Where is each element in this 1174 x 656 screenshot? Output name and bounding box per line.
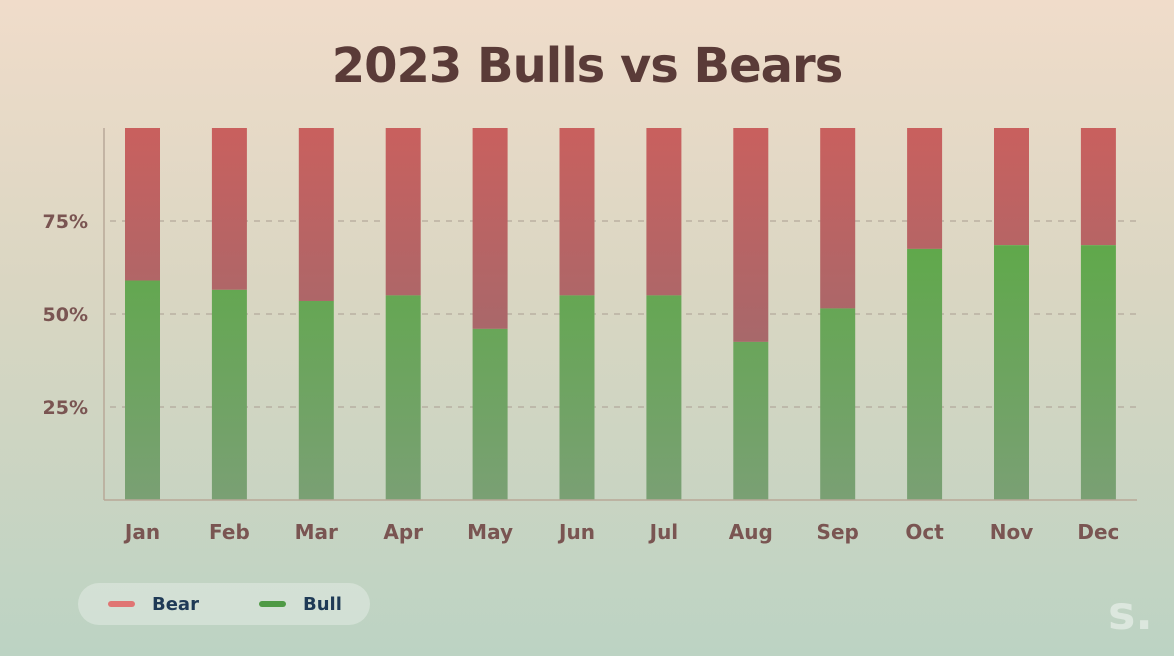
- bar-bear-dec[interactable]: [1080, 128, 1116, 246]
- brand-logo: s.: [1108, 586, 1153, 640]
- bars: [125, 128, 1116, 500]
- bar-bear-jun[interactable]: [559, 128, 595, 296]
- x-tick-label: May: [467, 520, 513, 544]
- x-tick-label: Oct: [905, 520, 944, 544]
- bar-bear-feb[interactable]: [211, 128, 247, 290]
- bar-bull-sep[interactable]: [820, 308, 856, 500]
- bar-bear-mar[interactable]: [298, 128, 334, 301]
- bar-bull-nov[interactable]: [994, 245, 1029, 500]
- bar-bear-apr[interactable]: [385, 128, 421, 296]
- legend: Bear Bull: [78, 583, 370, 625]
- x-tick-label: Jul: [648, 520, 679, 544]
- y-tick-label: 25%: [43, 397, 88, 419]
- bar-bear-sep[interactable]: [820, 128, 856, 309]
- legend-item-bull[interactable]: Bull: [259, 583, 342, 625]
- x-tick-label: Dec: [1077, 520, 1119, 544]
- x-tick-label: Mar: [295, 520, 338, 544]
- bar-bull-mar[interactable]: [298, 300, 334, 500]
- bar-bear-nov[interactable]: [994, 128, 1029, 246]
- x-tick-label: Nov: [990, 520, 1034, 544]
- x-tick-label: Jun: [557, 520, 595, 544]
- bar-bull-dec[interactable]: [1080, 245, 1116, 500]
- legend-swatch-bear: [108, 601, 135, 607]
- x-tick-label: Apr: [383, 520, 423, 544]
- legend-item-bear[interactable]: Bear: [108, 583, 199, 625]
- bar-bull-apr[interactable]: [385, 295, 421, 500]
- bar-bull-aug[interactable]: [733, 341, 769, 500]
- bar-bear-oct[interactable]: [907, 128, 943, 249]
- bar-bear-jan[interactable]: [125, 128, 160, 281]
- y-tick-labels: 25% 50% 75%: [43, 211, 88, 419]
- legend-label-bull: Bull: [303, 593, 342, 615]
- x-tick-label: Feb: [209, 520, 250, 544]
- gridlines: [110, 220, 1137, 408]
- bar-bear-jul[interactable]: [646, 128, 682, 296]
- x-tick-label: Sep: [817, 520, 859, 544]
- legend-label-bear: Bear: [152, 593, 199, 615]
- bar-bear-may[interactable]: [472, 128, 508, 329]
- chart-title: 2023 Bulls vs Bears: [331, 38, 844, 94]
- bar-bear-aug[interactable]: [733, 128, 769, 342]
- legend-swatch-bull: [259, 601, 286, 607]
- x-tick-label: Jan: [123, 520, 160, 544]
- axes: [103, 128, 1137, 501]
- y-tick-label: 50%: [43, 304, 88, 326]
- bar-bull-jun[interactable]: [559, 295, 595, 500]
- bar-bull-feb[interactable]: [211, 289, 247, 500]
- bar-bull-may[interactable]: [472, 328, 508, 500]
- bar-bull-jan[interactable]: [125, 280, 160, 500]
- y-tick-label: 75%: [43, 211, 88, 233]
- bar-bull-oct[interactable]: [907, 248, 943, 500]
- bar-bull-jul[interactable]: [646, 295, 682, 500]
- x-tick-label: Aug: [729, 520, 773, 544]
- x-tick-labels: Jan Feb Mar Apr May Jun Jul Aug Sep Oct Nov Dec: [123, 520, 1120, 544]
